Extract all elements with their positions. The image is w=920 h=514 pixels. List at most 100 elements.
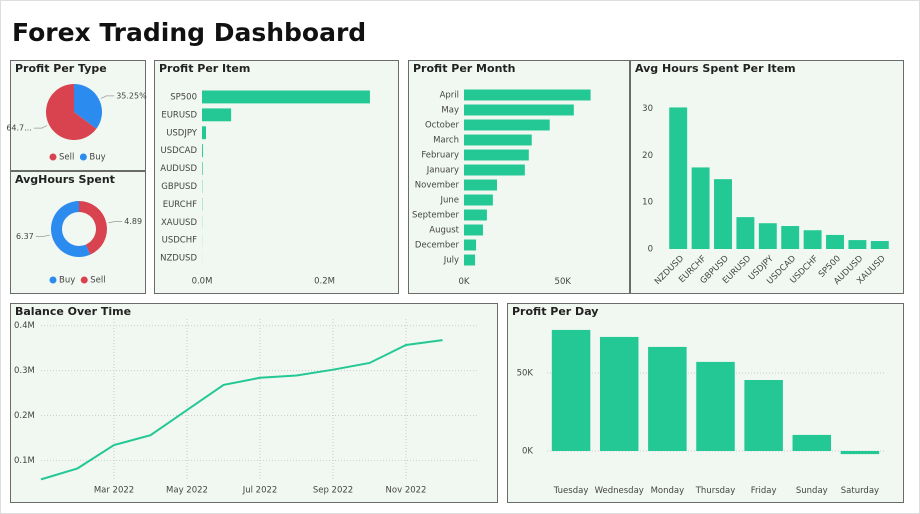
bar xyxy=(464,179,497,191)
bar xyxy=(803,230,822,249)
y-tick-label: September xyxy=(412,211,459,221)
leader-line xyxy=(100,95,115,99)
bar xyxy=(648,346,687,451)
y-tick-label: USDJPY xyxy=(166,128,198,138)
y-tick-label: 0.4M xyxy=(14,321,35,331)
bar xyxy=(464,104,574,116)
bar xyxy=(464,89,591,101)
bar xyxy=(464,194,493,206)
leader-line xyxy=(33,125,48,129)
x-tick-label: Sunday xyxy=(796,486,828,496)
y-tick-label: December xyxy=(415,241,460,251)
x-tick-label: Mar 2022 xyxy=(94,486,134,496)
x-tick-label: May 2022 xyxy=(166,486,208,496)
y-tick-label: 0 xyxy=(648,245,653,255)
leader-line xyxy=(108,221,123,224)
bar xyxy=(840,450,880,455)
y-tick-label: November xyxy=(415,181,460,191)
slice-label: 6.37 xyxy=(16,232,34,241)
balance-line xyxy=(40,339,443,481)
bar xyxy=(202,108,232,122)
panel-title: Profit Per Item xyxy=(159,62,250,75)
legend-marker xyxy=(80,276,88,284)
y-tick-label: 0.3M xyxy=(14,366,35,376)
x-tick-label: 50K xyxy=(555,277,572,287)
x-tick-label: Wednesday xyxy=(595,486,644,496)
bar xyxy=(202,162,203,175)
y-tick-label: August xyxy=(429,226,459,236)
bar xyxy=(202,126,206,140)
y-tick-label: June xyxy=(439,196,459,206)
y-tick-label: GBPUSD xyxy=(161,182,197,192)
y-tick-label: 0K xyxy=(522,446,533,456)
slice-label: 64.7... xyxy=(6,124,31,133)
bar xyxy=(758,223,777,249)
x-tick-label: 0K xyxy=(459,277,470,287)
bar xyxy=(696,361,735,451)
x-tick-label: 0.2M xyxy=(314,277,335,287)
bar xyxy=(202,144,203,158)
y-tick-label: 0.2M xyxy=(14,411,35,421)
x-tick-label: Nov 2022 xyxy=(386,486,427,496)
bar xyxy=(870,241,889,249)
y-tick-label: May xyxy=(441,106,459,116)
legend-label: Buy xyxy=(89,153,105,163)
slice xyxy=(79,201,108,255)
panel-title: Profit Per Month xyxy=(413,62,516,75)
bar xyxy=(736,217,755,249)
y-tick-label: AUDUSD xyxy=(160,164,197,174)
bar xyxy=(826,234,844,249)
x-tick-label: 0.0M xyxy=(192,277,213,287)
panel-title: Profit Per Day xyxy=(512,305,598,318)
panel-title: Profit Per Type xyxy=(15,62,107,75)
y-tick-label: July xyxy=(443,256,459,266)
bar xyxy=(464,134,532,146)
bar xyxy=(464,119,550,131)
legend-label: Sell xyxy=(59,153,74,163)
y-tick-label: XAUUSD xyxy=(161,218,197,228)
y-tick-label: USDCHF xyxy=(162,236,197,246)
bar xyxy=(792,434,832,451)
x-tick-label: Jul 2022 xyxy=(242,486,278,496)
legend-marker xyxy=(49,153,57,161)
bar xyxy=(669,107,688,249)
bar xyxy=(464,239,477,251)
bar xyxy=(599,336,639,451)
y-tick-label: March xyxy=(433,136,459,146)
y-tick-label: EURCHF xyxy=(163,200,197,210)
slice xyxy=(51,201,91,257)
y-tick-label: February xyxy=(421,151,459,161)
y-tick-label: January xyxy=(426,166,459,176)
bar xyxy=(202,90,370,104)
legend-marker xyxy=(79,153,87,161)
y-tick-label: April xyxy=(440,91,459,101)
x-tick-label: Thursday xyxy=(695,486,736,496)
y-tick-label: 50K xyxy=(517,368,534,378)
bar xyxy=(464,149,529,161)
bar xyxy=(464,254,476,266)
panel-title: Balance Over Time xyxy=(15,305,131,318)
dashboard-title: Forex Trading Dashboard xyxy=(12,18,366,47)
panel-title: Avg Hours Spent Per Item xyxy=(635,62,796,75)
y-tick-label: USDCAD xyxy=(161,146,198,156)
y-tick-label: 0.1M xyxy=(14,456,35,466)
slice xyxy=(74,84,103,129)
x-tick-label: Tuesday xyxy=(553,486,589,496)
slice-label: 4.89 xyxy=(124,217,142,226)
legend-marker xyxy=(49,276,57,284)
y-tick-label: 20 xyxy=(642,151,653,161)
x-tick-label: Friday xyxy=(751,486,777,496)
panel xyxy=(10,303,498,503)
bar xyxy=(551,329,591,451)
y-tick-label: SP500 xyxy=(170,92,197,102)
bar xyxy=(848,240,867,249)
bar xyxy=(714,179,732,249)
x-tick-label: Sep 2022 xyxy=(313,486,353,496)
y-tick-label: October xyxy=(425,121,460,131)
y-tick-label: EURUSD xyxy=(161,110,197,120)
legend-label: Buy xyxy=(59,276,75,286)
y-tick-label: NZDUSD xyxy=(160,254,197,264)
panel-title: AvgHours Spent xyxy=(15,173,115,186)
bar xyxy=(781,226,800,249)
